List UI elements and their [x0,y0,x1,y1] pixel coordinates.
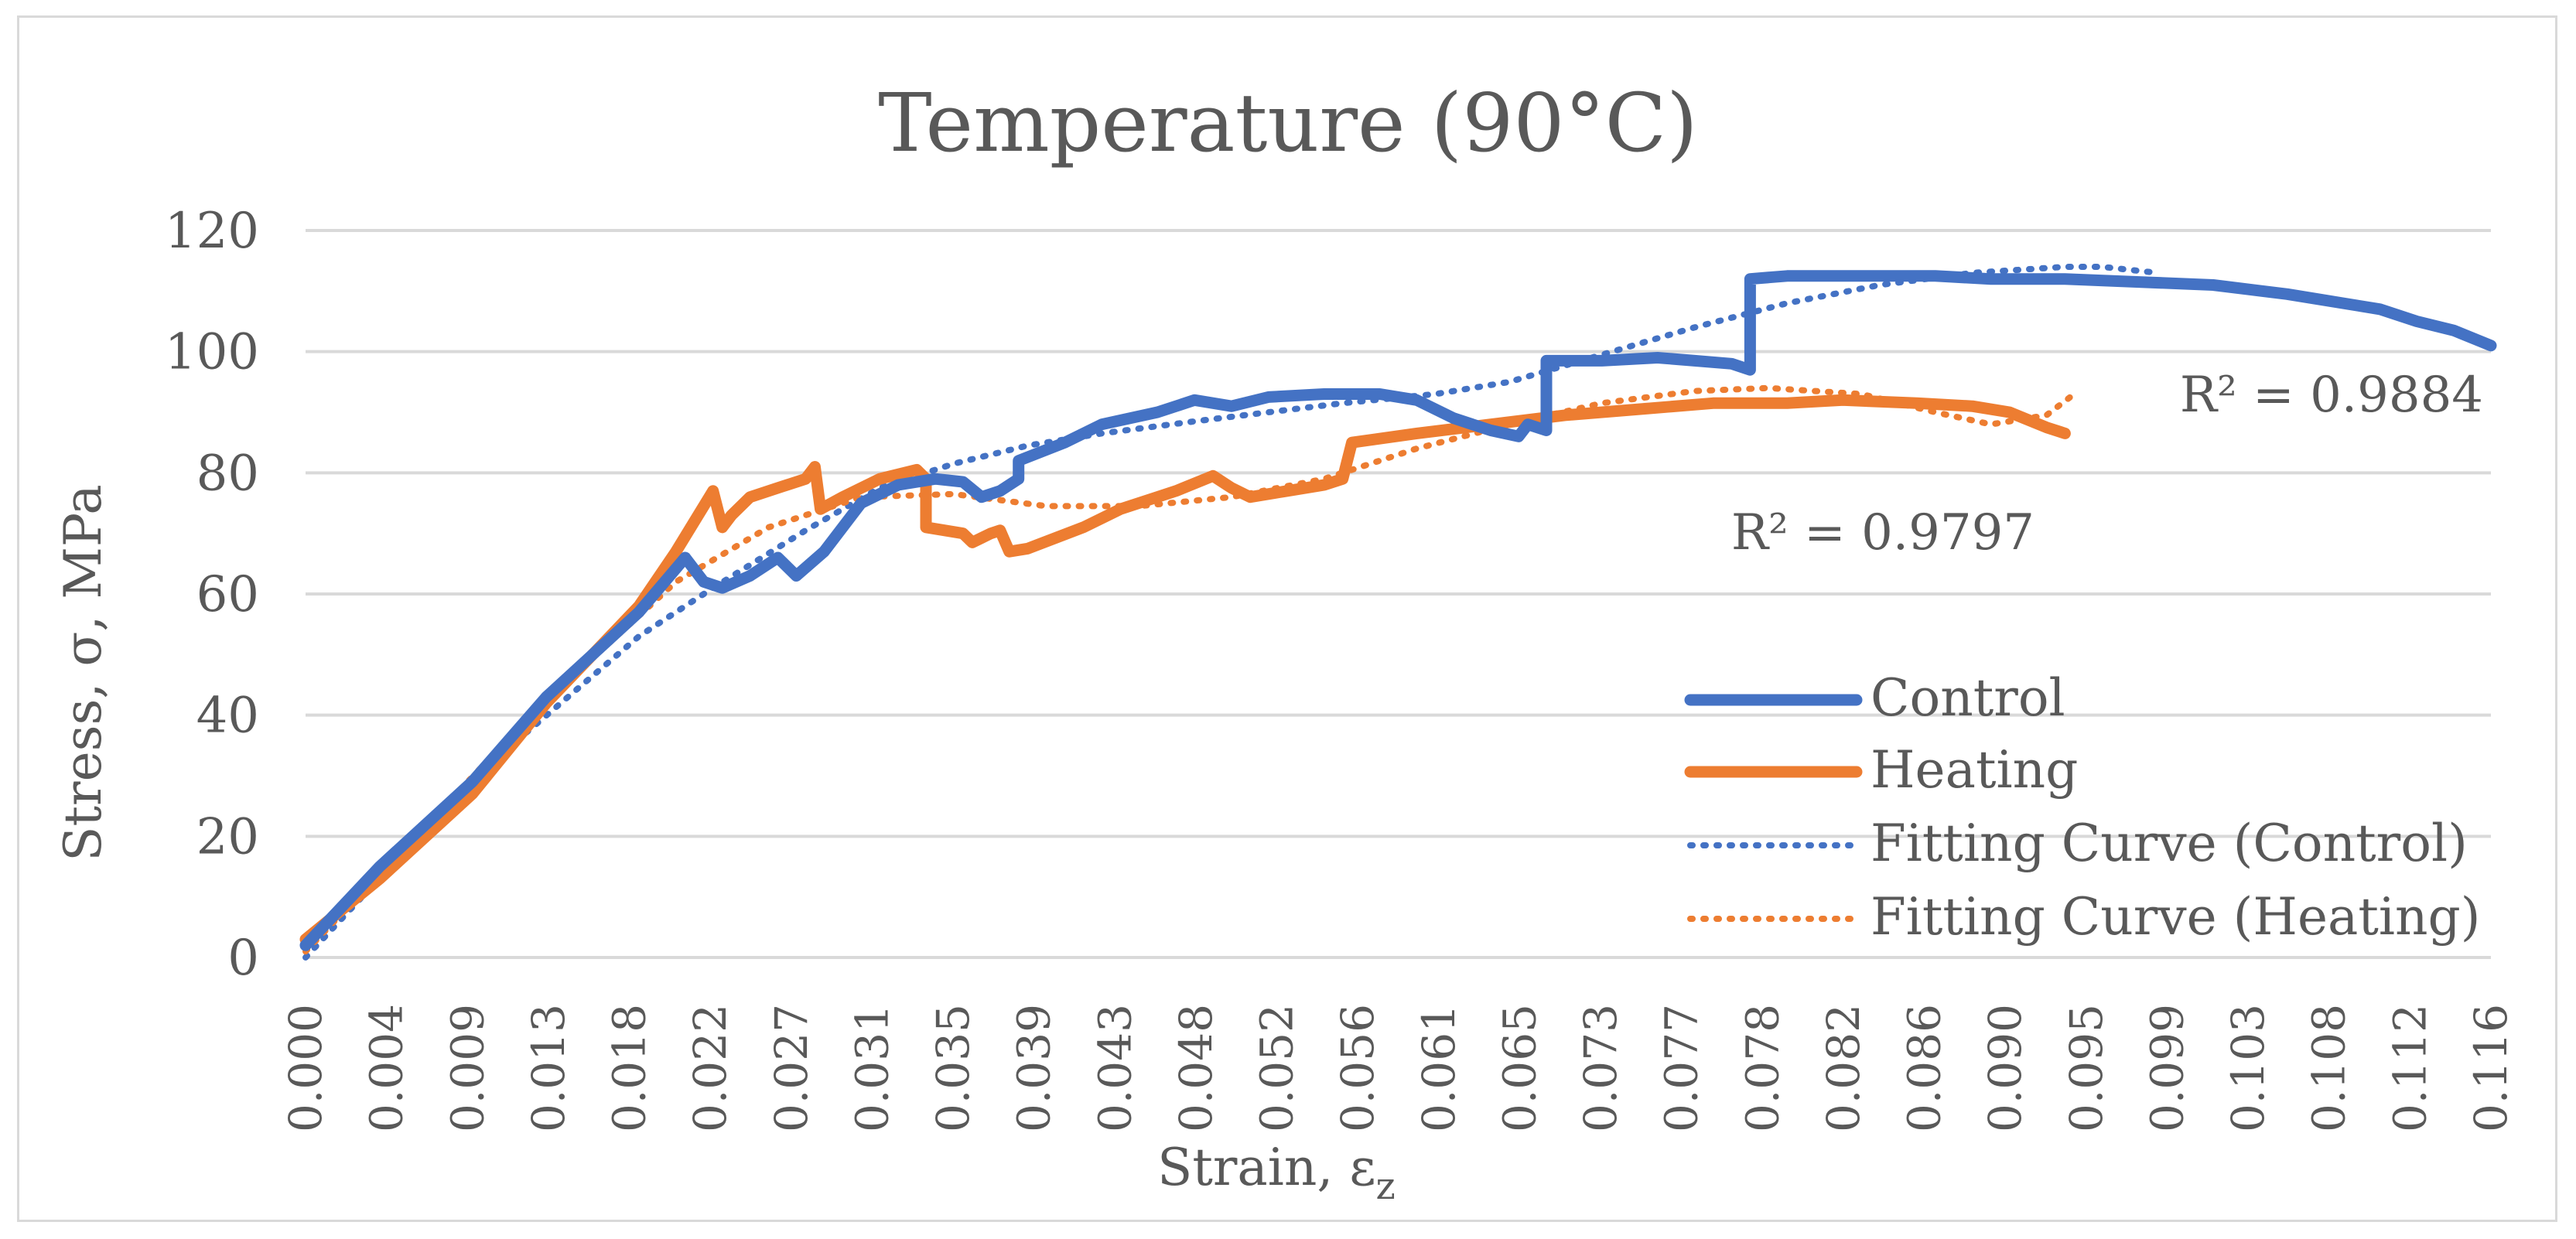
x-tick-label: 0.039 [1008,1004,1061,1132]
x-tick-label: 0.027 [765,1004,818,1132]
y-tick-label: 80 [196,445,259,502]
y-tick-label: 60 [196,566,259,623]
legend: Control Heating Fitting Curve (Control) … [1684,668,2481,947]
x-tick-label: 0.086 [1898,1004,1951,1132]
x-tick-label: 0.099 [2140,1004,2193,1132]
x-tick-label: 0.022 [684,1004,736,1132]
x-tick-label: 0.048 [1170,1004,1222,1132]
y-tick-label: 120 [165,203,259,260]
legend-label-heating: Heating [1871,740,2078,800]
x-tick-label: 0.065 [1493,1004,1546,1132]
x-tick-label: 0.095 [2060,1004,2113,1132]
series-layer [299,264,2497,961]
chart-frame [17,15,2557,1222]
legend-label-fit-heating: Fitting Curve (Heating) [1871,887,2481,947]
x-tick-label: 0.000 [279,1004,332,1132]
x-tick-label: 0.004 [360,1004,413,1132]
legend-label-fit-control: Fitting Curve (Control) [1871,814,2468,873]
x-tick-label: 0.077 [1655,1004,1708,1132]
series-line-control [299,270,2497,951]
x-tick-labels: 0.000 0.004 0.009 0.013 0.018 0.022 0.027 0.031… [279,1004,2517,1132]
x-tick-label: 0.116 [2465,1004,2517,1132]
x-axis-label-main: Strain, ε [1157,1138,1375,1197]
series-line-heating [299,394,2071,945]
x-tick-label: 0.103 [2222,1004,2274,1132]
x-tick-label: 0.078 [1736,1004,1789,1132]
x-tick-label: 0.090 [1979,1004,2031,1132]
x-axis-label-subscript: z [1376,1165,1396,1208]
legend-label-control: Control [1871,668,2065,728]
x-tick-label: 0.031 [846,1004,898,1132]
gridlines [306,229,2491,959]
x-tick-label: 0.013 [522,1004,575,1132]
chart-title: Temperature (90°C) [878,76,1697,170]
y-tick-labels: 0 20 40 60 80 100 120 [165,203,259,987]
x-tick-label: 0.082 [1817,1004,1870,1132]
x-tick-label: 0.108 [2303,1004,2356,1132]
x-tick-label: 0.061 [1413,1004,1465,1132]
y-tick-label: 40 [196,688,259,745]
x-axis-label: Strain, εz [1157,1138,1396,1208]
y-tick-label: 20 [196,808,259,865]
x-tick-label: 0.073 [1574,1004,1627,1132]
y-tick-label: 100 [165,324,259,381]
y-tick-label: 0 [227,930,259,987]
y-axis-label: Stress, σ, MPa [53,484,113,861]
r2-heating-annotation: R² = 0.9797 [1731,504,2034,561]
x-tick-label: 0.018 [603,1004,656,1132]
x-tick-label: 0.052 [1251,1004,1303,1132]
x-tick-label: 0.056 [1331,1004,1384,1132]
x-tick-label: 0.112 [2383,1004,2436,1132]
x-tick-label: 0.009 [441,1004,494,1132]
r2-control-annotation: R² = 0.9884 [2180,367,2483,424]
x-tick-label: 0.043 [1088,1004,1141,1132]
x-tick-label: 0.035 [927,1004,979,1132]
